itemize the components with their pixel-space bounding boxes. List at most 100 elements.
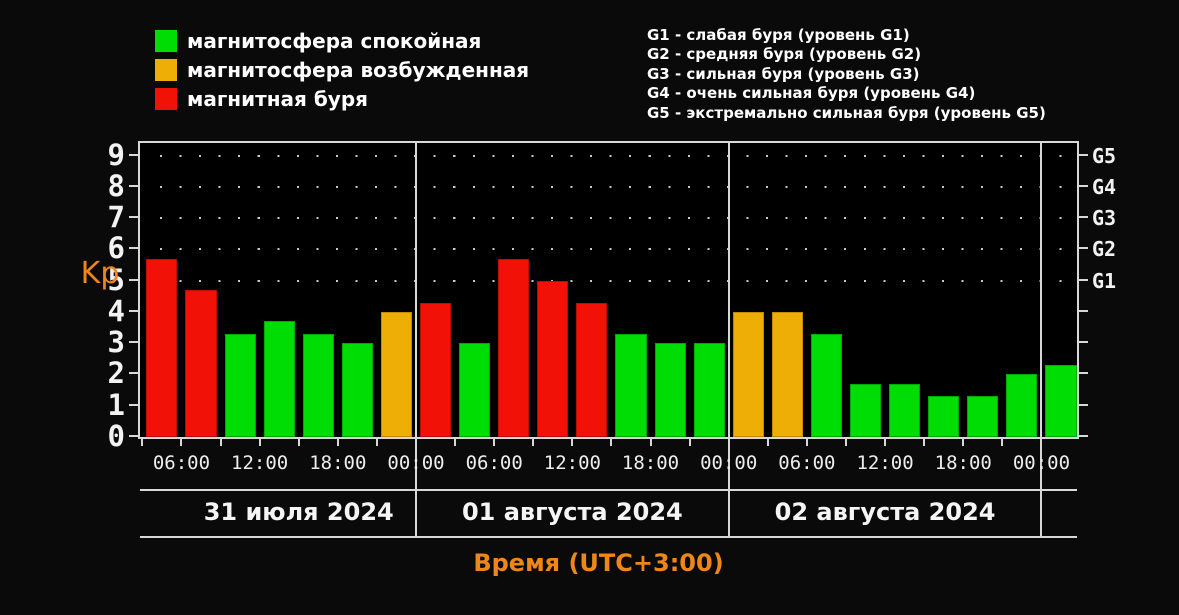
date-separator [415,489,417,538]
time-label: 18:00 [934,452,992,474]
kp-bar [654,343,686,437]
midnight-tick [415,437,417,490]
kp-bar [537,280,569,437]
legend-item-storm: магнитная буря [155,88,529,110]
grid-dots-row [160,154,1073,157]
legend-item-label: магнитосфера возбужденная [187,58,530,82]
g-level-label: G5 [1092,143,1117,168]
grid-dots-row [160,248,1073,251]
y-tick-label: 7 [107,200,125,235]
y-tick-left [129,278,138,281]
time-label: 06:00 [152,452,211,474]
x-tick [923,437,926,446]
kp-bar [302,333,334,437]
x-tick [454,437,457,446]
grid-dots-row [160,279,1073,282]
y-tick-right [1079,341,1088,344]
x-tick [571,437,574,446]
storm-level-g2-text: G2 - средняя буря (уровень G2) [647,45,922,64]
kp-bar [185,290,217,437]
x-tick [297,437,300,446]
x-tick [141,437,144,446]
y-tick-left [129,341,138,344]
storm-level-g3-text: G3 - сильная буря (уровень G3) [647,64,920,83]
y-tick-left [129,247,138,250]
y-tick-label: 2 [107,356,125,391]
kp-bar [967,396,999,437]
storm-level-g4-text: G4 - очень сильная буря (уровень G4) [647,84,976,103]
time-label: 12:00 [231,452,289,474]
y-tick-label: 9 [107,137,125,172]
g-level-label: G1 [1092,268,1117,293]
y-tick-label: 1 [107,387,125,422]
g-level-label: G3 [1092,206,1117,231]
y-tick-left [129,435,138,437]
kp-bar [146,258,178,437]
x-tick [336,437,339,446]
y-tick-label: 6 [107,231,125,266]
legend-item-excited: магнитосфера возбужденная [155,59,529,81]
y-tick-right [1079,247,1088,250]
y-tick-label: 0 [107,419,125,453]
kp-bar [420,302,452,437]
x-tick [1040,437,1043,446]
kp-bar [576,302,608,437]
x-tick [1001,437,1004,446]
legend-item-label: магнитная буря [187,87,368,111]
y-tick-left [129,403,138,406]
x-tick [805,437,808,446]
x-axis-title: Время (UTC+3:00) [473,549,724,577]
time-label: 12:00 [856,452,914,474]
g-level-label: G2 [1092,237,1117,262]
kp-bar [459,343,491,437]
x-tick [962,437,965,446]
storm-color-swatch-icon [155,88,177,110]
time-label: 12:00 [543,452,601,474]
y-tick-label: 5 [107,262,125,297]
time-label: 00:00 [387,452,445,474]
y-tick-right [1079,403,1088,406]
y-tick-right [1079,372,1088,375]
grid-dots-row [160,217,1073,220]
y-tick-right [1079,309,1088,312]
date-label: 31 июля 2024 [203,498,394,526]
x-tick [649,437,652,446]
date-separator [727,489,730,538]
magnetosphere-legend: магнитосфера спокойная магнитосфера возб… [155,30,529,117]
storm-levels-legend: G1 - слабая буря (уровень G1) G2 - средн… [647,26,1046,123]
x-tick [532,437,535,446]
date-label: 02 августа 2024 [774,498,996,526]
date-band-top-line [140,489,1077,491]
y-tick-right [1079,435,1088,437]
y-tick-right [1079,278,1088,281]
kp-bar [615,333,647,437]
kp-bar [849,383,882,437]
x-tick [727,437,730,446]
y-tick-label: 8 [107,168,125,203]
x-tick [493,437,496,446]
g-level-label: G4 [1092,174,1117,199]
x-tick [375,437,378,446]
legend-item-label: магнитосфера спокойная [187,29,482,53]
kp-bar [380,311,412,437]
x-tick [180,437,183,446]
kp-bar [771,311,803,437]
time-label: 18:00 [309,452,367,474]
y-tick-left [129,372,138,375]
y-tick-right [1079,184,1088,187]
kp-bar [263,321,295,437]
day-divider [727,143,730,437]
date-separator [1040,489,1043,538]
midnight-tick [1040,437,1043,490]
kp-bar [498,258,530,437]
date-label: 01 августа 2024 [461,498,683,526]
kp-bar [341,343,373,437]
x-tick [766,437,769,446]
kp-bar [732,311,764,437]
x-tick [844,437,847,446]
y-tick-left [129,309,138,312]
grid-dots-row [160,185,1073,188]
y-tick-left [129,184,138,187]
y-tick-left [129,216,138,219]
x-tick [610,437,613,446]
